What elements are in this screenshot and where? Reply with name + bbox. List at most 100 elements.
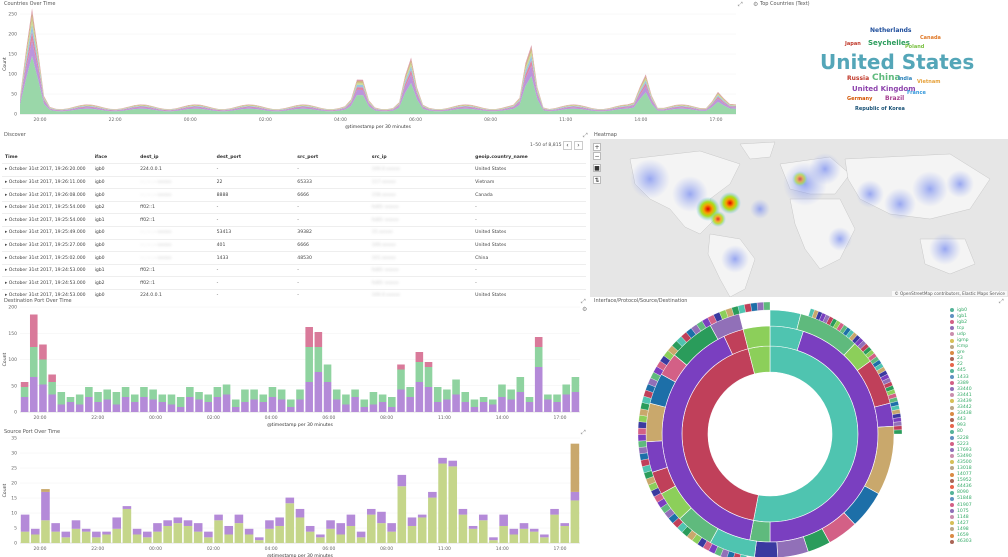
legend-item[interactable]: 23 bbox=[950, 356, 1008, 362]
src-bar[interactable] bbox=[61, 537, 71, 543]
column-header[interactable]: src_ip bbox=[368, 151, 473, 165]
src-bar[interactable] bbox=[417, 514, 427, 518]
dest-bar[interactable] bbox=[250, 399, 258, 413]
src-bar[interactable] bbox=[20, 514, 30, 532]
dest-bar[interactable] bbox=[388, 407, 396, 412]
legend-item[interactable]: 43500 bbox=[950, 459, 1008, 465]
src-bar[interactable] bbox=[183, 520, 193, 526]
dest-bar[interactable] bbox=[213, 387, 222, 397]
src-bar[interactable] bbox=[51, 523, 60, 532]
next-page-button[interactable]: › bbox=[574, 141, 583, 150]
dest-bar[interactable] bbox=[415, 352, 424, 362]
dest-bar[interactable] bbox=[452, 379, 460, 395]
legend-item[interactable]: 33439 bbox=[950, 398, 1008, 404]
src-bar[interactable] bbox=[478, 520, 488, 543]
dest-bar[interactable] bbox=[158, 394, 167, 403]
dest-bar[interactable] bbox=[571, 392, 580, 412]
legend-item[interactable]: udp bbox=[950, 331, 1008, 337]
dest-bar[interactable] bbox=[250, 389, 258, 400]
dest-bar[interactable] bbox=[305, 382, 313, 412]
dest-bar[interactable] bbox=[369, 404, 378, 413]
src-bar[interactable] bbox=[519, 523, 529, 529]
src-bar[interactable] bbox=[407, 525, 417, 543]
src-bar[interactable] bbox=[254, 540, 264, 543]
dest-bar[interactable] bbox=[66, 402, 75, 412]
dest-bar[interactable] bbox=[479, 402, 488, 412]
src-bar[interactable] bbox=[234, 514, 244, 524]
sunburst-chart[interactable] bbox=[590, 297, 940, 557]
area-series[interactable] bbox=[20, 17, 736, 110]
src-bar[interactable] bbox=[356, 537, 366, 543]
dest-bar[interactable] bbox=[470, 399, 479, 408]
expand-icon[interactable]: ⤢ bbox=[999, 298, 1004, 305]
dest-bar[interactable] bbox=[534, 347, 543, 367]
table-row[interactable]: ▸ October 31st 2017, 19:25:54.000 igb2 ff0… bbox=[2, 201, 586, 215]
dest-bar[interactable] bbox=[287, 407, 295, 412]
src-bar[interactable] bbox=[41, 520, 50, 543]
dest-bar[interactable] bbox=[452, 394, 460, 413]
src-bar[interactable] bbox=[489, 540, 498, 543]
dest-bar[interactable] bbox=[57, 392, 66, 405]
dest-bar[interactable] bbox=[305, 327, 313, 347]
table-row[interactable]: ▸ October 31st 2017, 19:25:27.000 igb0 ---… bbox=[2, 239, 586, 253]
dest-bar[interactable] bbox=[415, 382, 424, 412]
src-bar[interactable] bbox=[377, 523, 386, 543]
src-bar[interactable] bbox=[305, 525, 315, 532]
word-cloud-word[interactable]: China bbox=[872, 73, 901, 83]
src-bar[interactable] bbox=[193, 523, 203, 532]
dest-bar[interactable] bbox=[553, 394, 561, 403]
dest-bar[interactable] bbox=[443, 389, 451, 400]
dest-bar[interactable] bbox=[167, 404, 176, 413]
dest-bar[interactable] bbox=[75, 404, 84, 413]
src-bar[interactable] bbox=[41, 491, 50, 521]
dest-bar[interactable] bbox=[231, 407, 240, 412]
dest-bar[interactable] bbox=[39, 384, 47, 413]
dest-bar[interactable] bbox=[222, 384, 231, 395]
sunburst-segment[interactable] bbox=[637, 434, 647, 442]
dest-bar[interactable] bbox=[85, 387, 93, 397]
heatmap-map[interactable] bbox=[590, 139, 1008, 297]
dest-bar[interactable] bbox=[29, 314, 38, 348]
dest-bar[interactable] bbox=[369, 392, 378, 405]
legend-item[interactable]: 3389 bbox=[950, 380, 1008, 386]
src-bar[interactable] bbox=[346, 514, 356, 526]
src-bar[interactable] bbox=[428, 491, 437, 498]
legend-item[interactable]: 1433 bbox=[950, 374, 1008, 380]
map-attribution[interactable]: © OpenStreetMap contributors, Elastic Ma… bbox=[892, 291, 1007, 296]
dest-bar[interactable] bbox=[323, 382, 332, 412]
countries-area-chart[interactable]: 250 200 150 100 50 0 20:00 22:00 00:00 02:00 04:00… bbox=[0, 0, 746, 130]
table-row[interactable]: ▸ October 31st 2017, 19:24:53.000 igb2 ff0… bbox=[2, 276, 586, 291]
source-port-bar-chart[interactable]: 35 30 25 20 15 10 5 0 20:00 22:00 00:00 02:00 04:00 0… bbox=[0, 428, 588, 557]
table-row[interactable]: ▸ October 31st 2017, 19:24:53.000 igb0 224… bbox=[2, 289, 586, 297]
src-bar[interactable] bbox=[346, 525, 356, 543]
dest-bar[interactable] bbox=[498, 384, 506, 398]
column-header[interactable]: dest_port bbox=[213, 151, 295, 165]
legend-item[interactable]: 445 bbox=[950, 368, 1008, 374]
dest-bar[interactable] bbox=[241, 402, 249, 412]
dest-bar[interactable] bbox=[525, 402, 534, 412]
src-bar[interactable] bbox=[540, 537, 549, 543]
dest-bar[interactable] bbox=[323, 364, 332, 383]
dest-bar[interactable] bbox=[553, 402, 561, 412]
dest-bar[interactable] bbox=[112, 404, 121, 413]
dest-bar[interactable] bbox=[397, 364, 405, 370]
sunburst-segment[interactable] bbox=[763, 301, 771, 311]
expand-icon[interactable]: ⤢ bbox=[738, 1, 743, 8]
src-bar[interactable] bbox=[336, 534, 346, 543]
word-cloud-word[interactable]: Seychelles bbox=[868, 39, 910, 47]
src-bar[interactable] bbox=[224, 534, 234, 543]
dest-bar[interactable] bbox=[20, 387, 29, 397]
table-row[interactable]: ▸ October 31st 2017, 19:24:53.000 igb1 ff0… bbox=[2, 264, 586, 278]
sunburst-segment[interactable] bbox=[638, 440, 647, 448]
sunburst-segment[interactable] bbox=[893, 421, 902, 427]
legend-item[interactable]: 5228 bbox=[950, 435, 1008, 441]
dest-bar[interactable] bbox=[571, 377, 580, 392]
dest-bar[interactable] bbox=[213, 397, 222, 412]
dest-bar[interactable] bbox=[562, 394, 571, 413]
expand-icon[interactable]: ⤢ bbox=[583, 132, 588, 139]
src-bar[interactable] bbox=[71, 520, 81, 529]
dest-bar[interactable] bbox=[424, 367, 433, 387]
dest-bar[interactable] bbox=[140, 387, 148, 397]
table-row[interactable]: ▸ October 31st 2017, 19:25:54.000 igb1 ff0… bbox=[2, 213, 586, 228]
expand-icon[interactable]: ⤢ bbox=[581, 429, 586, 436]
